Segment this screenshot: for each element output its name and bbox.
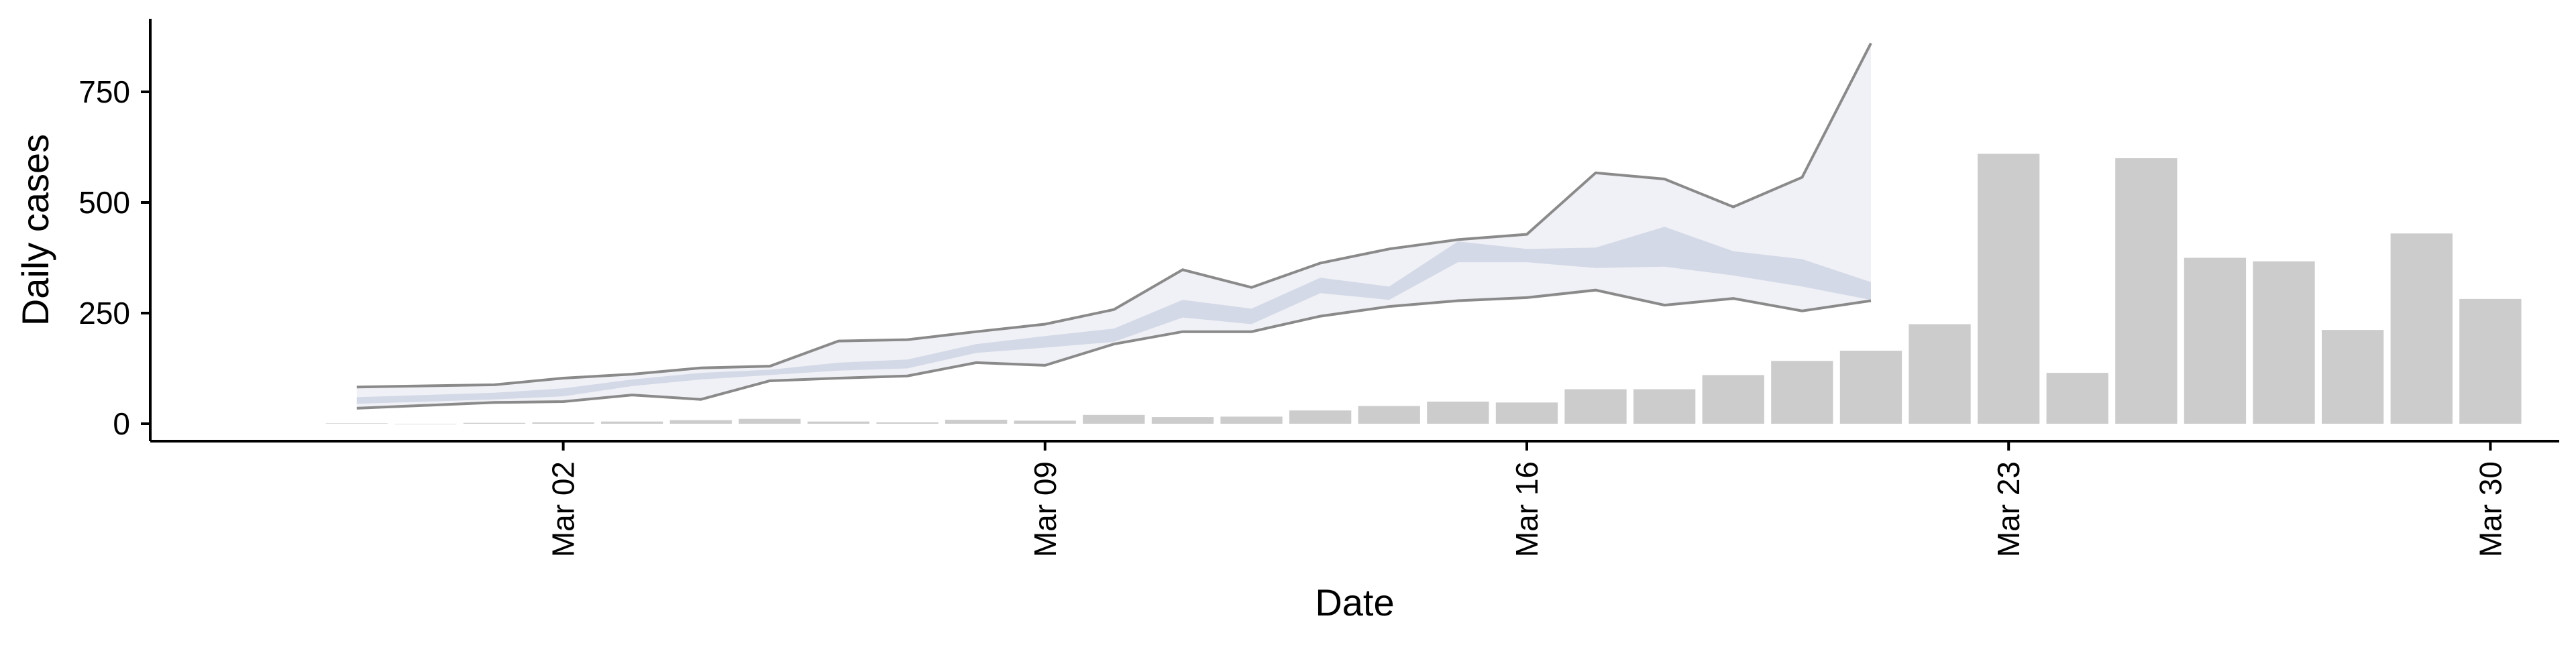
bar [2184, 257, 2247, 424]
bar [1083, 414, 1145, 424]
bar [1151, 417, 1214, 424]
bar [1427, 402, 1489, 424]
bar [2046, 373, 2108, 424]
bar [1220, 416, 1283, 424]
bar [1909, 324, 1971, 424]
y-tick-label: 0 [113, 406, 130, 441]
bar [1771, 361, 1833, 424]
bar [876, 422, 938, 424]
x-tick-label: Mar 02 [546, 461, 581, 557]
outer-forecast-band [356, 43, 1871, 408]
outer-upper-line [356, 42, 1872, 389]
bar [2253, 261, 2315, 424]
bar [2459, 298, 2522, 424]
bar [1633, 389, 1696, 424]
x-tick-label: Mar 16 [1509, 461, 1544, 557]
bar [669, 420, 732, 424]
bar [1978, 154, 2040, 424]
bar [945, 420, 1008, 424]
bar [532, 422, 594, 424]
x-axis-title: Date [1315, 581, 1394, 624]
y-axis-title: Daily cases [14, 134, 56, 326]
x-tick-label: Mar 23 [1991, 461, 2026, 557]
bar [463, 422, 526, 424]
bars [325, 154, 2522, 424]
y-ticks: 0 250 500 750 [78, 74, 150, 441]
bar [1358, 406, 1420, 424]
x-tick-label: Mar 30 [2473, 461, 2508, 557]
bar [807, 421, 870, 424]
forecast-bands [356, 42, 1872, 410]
y-tick-label: 250 [78, 296, 130, 331]
bar [1702, 375, 1764, 424]
y-tick-label: 750 [78, 74, 130, 109]
bar [601, 421, 663, 424]
bar [2115, 158, 2178, 424]
x-ticks: Mar 02 Mar 09 Mar 16 Mar 23 Mar 30 [546, 441, 2508, 557]
bar [1289, 410, 1352, 424]
bar [1564, 389, 1627, 424]
bar [325, 423, 388, 424]
bar [1014, 420, 1076, 424]
axes [149, 19, 2559, 443]
bar [1495, 402, 1558, 424]
x-tick-label: Mar 09 [1028, 461, 1063, 557]
bar [2322, 330, 2384, 424]
bar [2390, 233, 2453, 424]
bar [739, 418, 801, 424]
y-tick-label: 500 [78, 185, 130, 220]
outer-lower-line [356, 288, 1872, 410]
bar [1839, 351, 1902, 424]
